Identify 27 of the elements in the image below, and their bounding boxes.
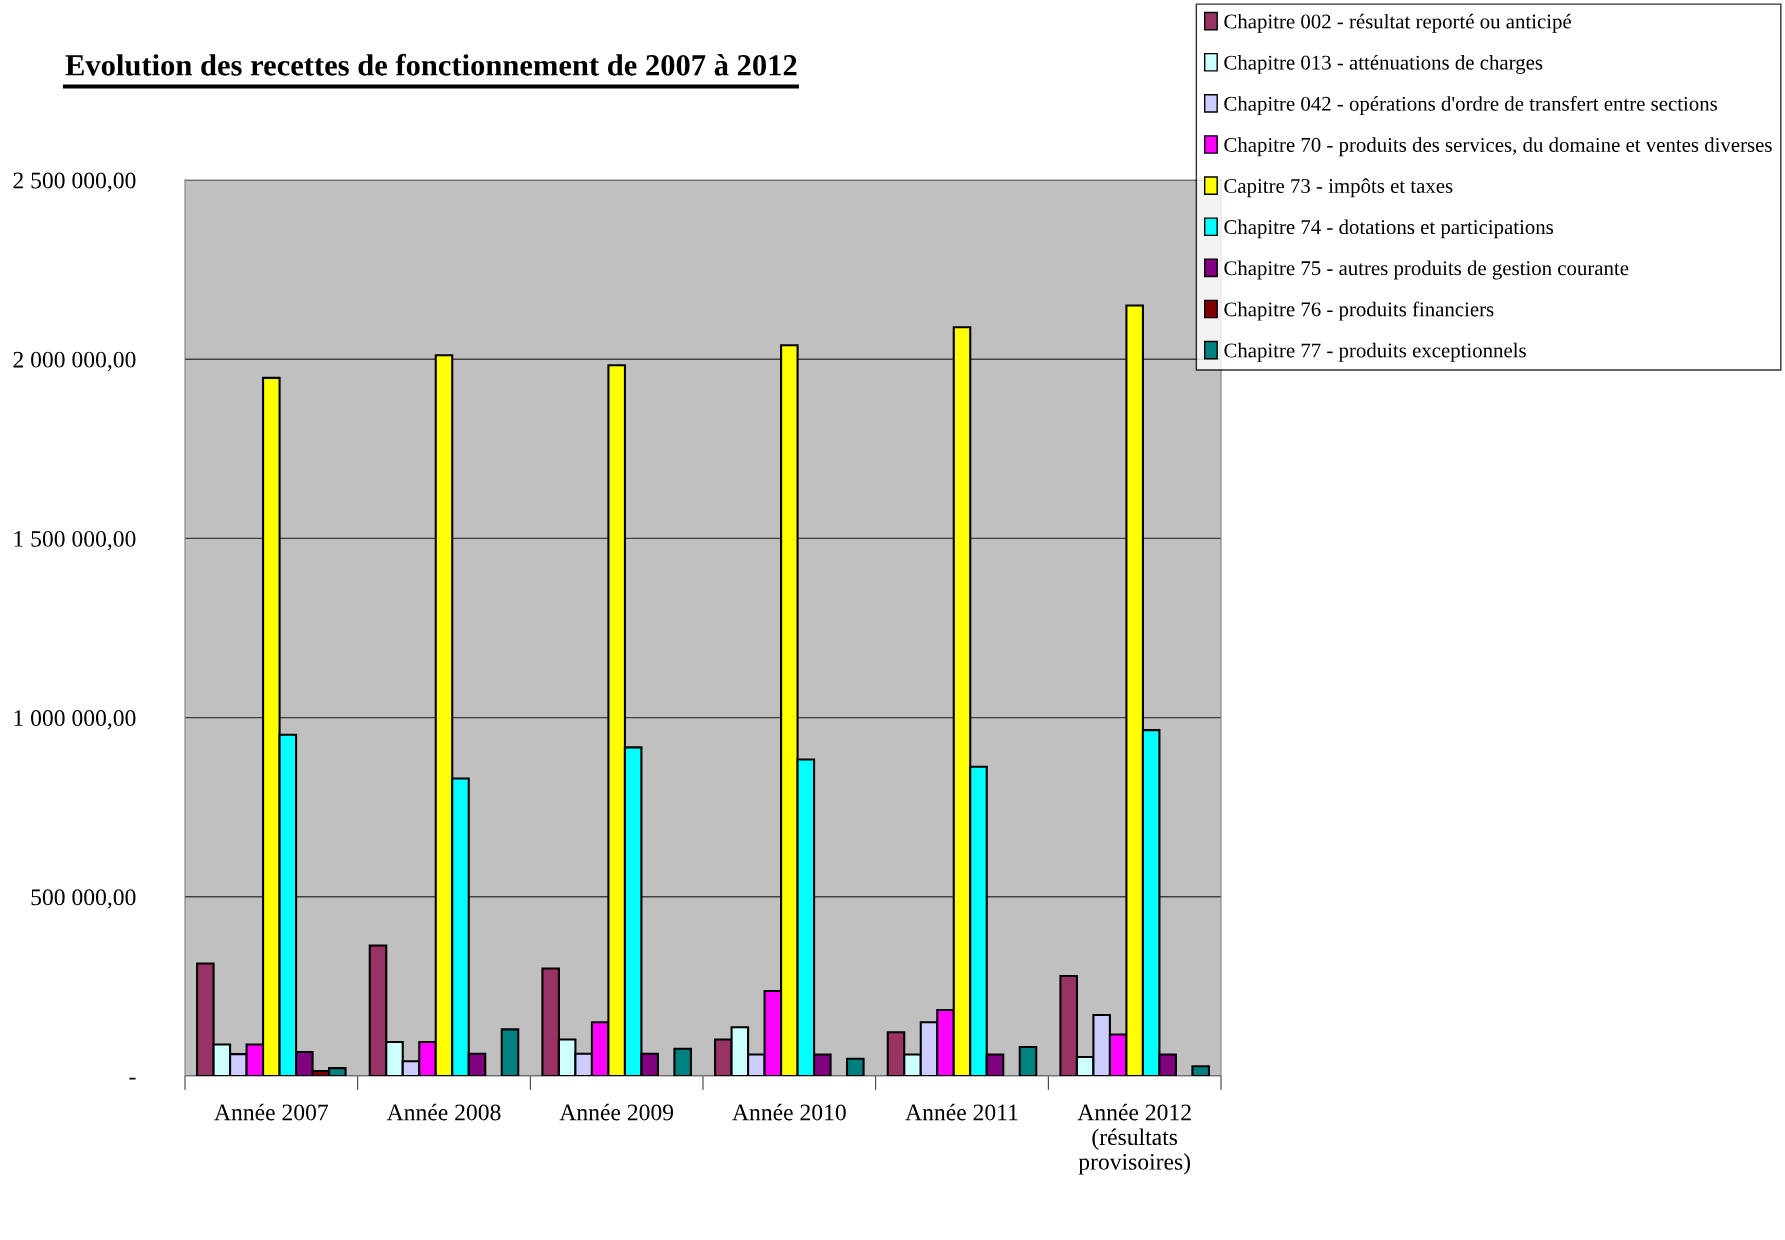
- x-tick-label: Année 2012 (résultats provisoires): [1077, 1103, 1191, 1175]
- x-tick-label: Année 2010: [732, 1103, 846, 1121]
- legend-label: Chapitre 75 - autres produits de gestion courante: [1224, 260, 1629, 280]
- legend-label: Chapitre 74 - dotations et participations: [1224, 219, 1554, 239]
- bar: [673, 1047, 692, 1076]
- y-tick-label: 500 000,00: [31, 889, 136, 909]
- x-tick-label: Année 2007: [214, 1103, 329, 1121]
- legend-label: Chapitre 77 - produits exceptionnels: [1224, 342, 1526, 362]
- x-tick-label: Année 2009: [559, 1103, 674, 1121]
- legend-label: Chapitre 76 - produits financiers: [1224, 301, 1494, 321]
- y-tick-label: 2 500 000,00: [13, 172, 136, 192]
- x-tick-label: Année 2008: [386, 1103, 501, 1121]
- legend-label: Chapitre 70 - produits des services, du domaine et ventes diverses: [1224, 137, 1772, 157]
- legend-label: Chapitre 002 - résultat reporté ou anticipé: [1224, 13, 1571, 33]
- y-tick-label: 2 000 000,00: [13, 351, 136, 372]
- x-tick-label: Année 2011: [905, 1103, 1018, 1121]
- bar: [846, 1057, 865, 1076]
- bar: [1018, 1045, 1038, 1076]
- legend-label: Capitre 73 - impôts et taxes: [1224, 178, 1453, 198]
- y-tick-label: 1 000 000,00: [14, 710, 136, 730]
- y-tick-label: 1 500 000,00: [14, 530, 136, 551]
- y-tick-label: -: [129, 1077, 136, 1080]
- legend-label: Chapitre 042 - opérations d'ordre de transfert entre sections: [1224, 95, 1717, 116]
- legend-label: Chapitre 013 - atténuations de charges: [1224, 54, 1543, 74]
- bar: [500, 1028, 520, 1076]
- chart-title: Evolution des recettes de fonctionnement de 2007 à 2012: [65, 53, 797, 76]
- bar: [1191, 1065, 1210, 1076]
